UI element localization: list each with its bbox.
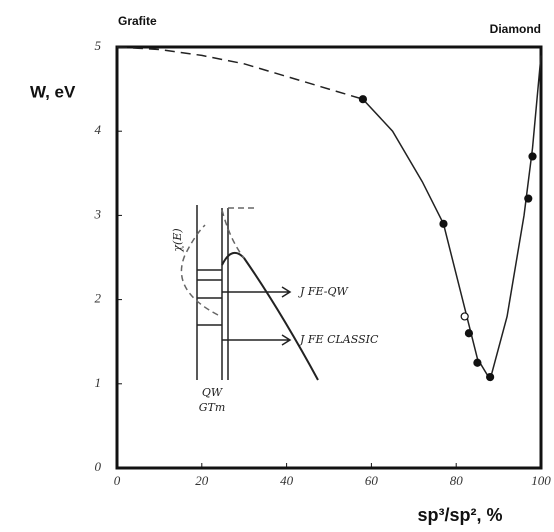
x-tick-label: 80 — [450, 473, 464, 488]
inset-chi: χ(E) — [171, 228, 184, 252]
plot-frame — [115, 45, 543, 470]
y-tick-label: 3 — [94, 206, 102, 221]
y-tick-label: 1 — [95, 375, 102, 390]
data-point — [524, 194, 533, 203]
data-point — [473, 358, 482, 367]
inset-gtm: GTm — [199, 401, 226, 414]
data-point — [528, 152, 537, 161]
grafite-label: Grafite — [118, 14, 157, 28]
x-tick-label: 20 — [195, 473, 209, 488]
y-axis-label: W, eV — [30, 82, 76, 101]
data-point — [460, 312, 469, 321]
diamond-label: Diamond — [490, 22, 541, 36]
y-tick-label: 0 — [95, 459, 102, 474]
inset-sketch — [180, 205, 319, 381]
data-point — [486, 372, 495, 382]
data-point — [358, 95, 368, 104]
y-tick-label: 2 — [95, 291, 102, 306]
curve — [362, 55, 542, 382]
x-tick-label: 60 — [365, 473, 379, 488]
x-axis-label: sp³/sp², % — [417, 505, 502, 525]
x-tick-label: 40 — [280, 473, 294, 488]
y-tick-label: 5 — [95, 38, 102, 53]
inset-jfe-qw: J FE-QW — [298, 285, 350, 298]
data-point — [464, 329, 474, 338]
inset-jfe-classic: J FE CLASSIC — [298, 333, 379, 346]
data-point — [439, 219, 448, 228]
y-tick-label: 4 — [95, 122, 102, 137]
x-tick-label: 100 — [531, 473, 551, 488]
inset-qw: QW — [202, 386, 224, 399]
curve — [116, 46, 364, 100]
x-tick-label: 0 — [114, 473, 121, 488]
